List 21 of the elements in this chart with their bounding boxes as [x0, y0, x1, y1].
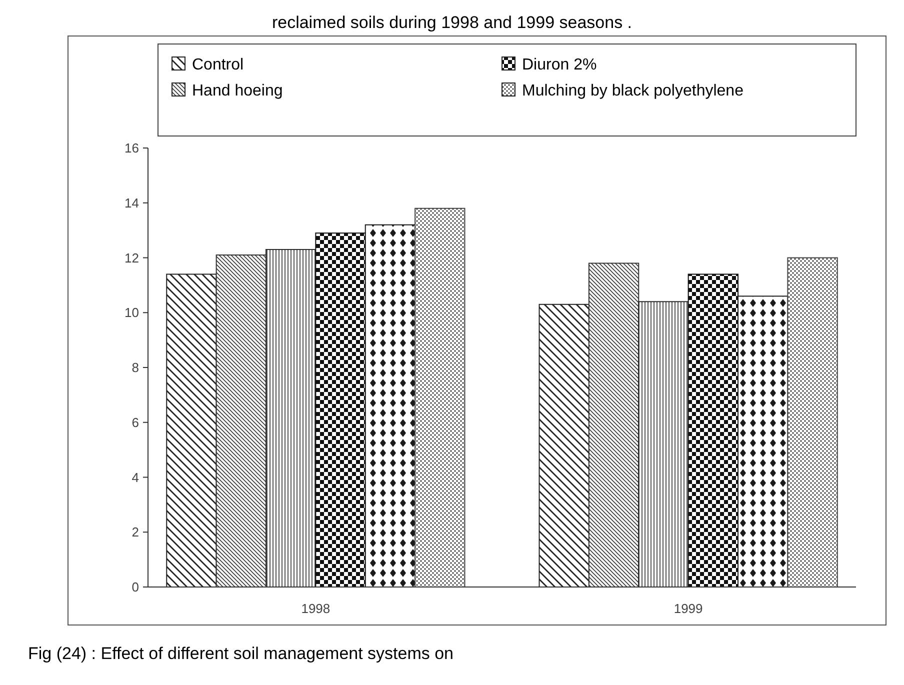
legend-label: Diuron 2% [522, 56, 597, 74]
bar [166, 274, 217, 588]
y-tick-label: 10 [124, 305, 139, 320]
legend-label: Mulching by black polyethylene [522, 82, 744, 100]
bar [414, 208, 466, 588]
x-tick-label: 1999 [674, 601, 703, 616]
y-tick-label: 14 [124, 195, 139, 210]
y-tick-label: 4 [132, 470, 139, 485]
y-tick-label: 2 [132, 524, 139, 540]
y-tick-label: 6 [132, 414, 139, 430]
y-tick-label: 12 [124, 250, 139, 266]
text: Fig (24) : Effect of different soil management systems on [28, 644, 454, 663]
y-tick-label: 0 [132, 580, 139, 595]
x-tick-label: 1998 [301, 601, 330, 616]
legend-label: Hand hoeing [192, 82, 283, 100]
y-tick-label: 16 [124, 140, 139, 156]
chart-title: reclaimed soils during 1998 and 1999 seasons . [272, 13, 632, 32]
legend-label: Control [192, 56, 244, 74]
bar [787, 257, 838, 588]
y-tick-label: 8 [132, 360, 139, 376]
bar [538, 304, 590, 588]
